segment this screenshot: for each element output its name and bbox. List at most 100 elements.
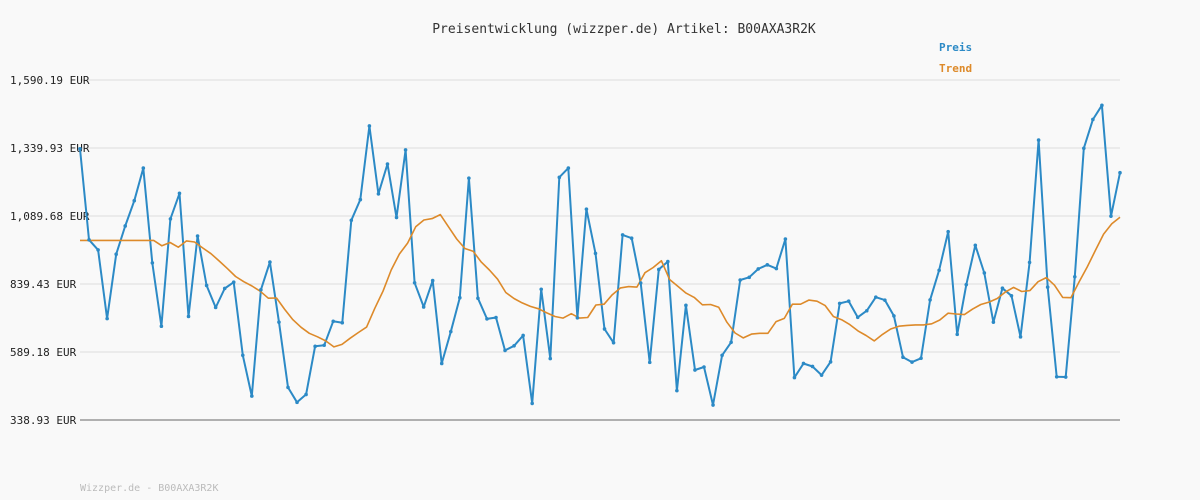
data-point [973, 243, 978, 248]
data-point [250, 394, 254, 398]
data-point [376, 192, 381, 196]
series-points [78, 103, 1122, 407]
data-point [277, 320, 281, 324]
data-point [349, 218, 354, 223]
data-point [792, 375, 797, 380]
y-tick-label: 589.18 EUR [10, 346, 77, 359]
data-point [213, 305, 218, 310]
data-point [322, 343, 326, 348]
data-point [910, 360, 914, 364]
data-point [87, 238, 91, 242]
data-point [602, 327, 607, 331]
data-point [864, 308, 869, 313]
data-point [240, 353, 245, 358]
series-line-trend [80, 213, 1121, 348]
data-point [801, 361, 806, 366]
data-point [268, 260, 272, 264]
data-point [503, 348, 507, 353]
data-point [656, 267, 661, 272]
data-point [331, 319, 336, 324]
data-point [991, 320, 996, 324]
data-point [177, 191, 182, 196]
data-point [114, 252, 118, 257]
data-point [476, 296, 480, 301]
data-point [566, 166, 571, 170]
data-point [675, 388, 679, 393]
data-point [693, 368, 697, 372]
grid-lines [80, 79, 1120, 353]
data-point [892, 314, 896, 318]
data-point [765, 263, 770, 267]
data-point [150, 261, 155, 265]
data-point [421, 305, 426, 309]
data-point [286, 385, 290, 390]
data-point [195, 234, 200, 238]
data-point [485, 317, 489, 321]
data-point [855, 315, 860, 320]
data-point [96, 248, 100, 252]
data-point [819, 373, 824, 377]
data-point [367, 124, 372, 128]
footer-credit: Wizzper.de - B00AXA3R2K [80, 483, 218, 494]
data-point [105, 316, 109, 321]
y-tick-label: 1,089.68 EUR [10, 210, 90, 223]
data-point [521, 333, 525, 338]
data-point [711, 403, 715, 407]
data-point [666, 259, 670, 264]
series-line-preis [79, 104, 1121, 406]
chart-title: Preisentwicklung (wizzper.de) Artikel: B… [432, 22, 816, 37]
y-tick-label: 839.43 EUR [10, 278, 77, 291]
data-point [593, 251, 598, 256]
data-point [783, 237, 788, 241]
data-point [159, 324, 164, 329]
data-point [901, 355, 905, 360]
y-tick-label: 1,339.93 EUR [10, 142, 90, 155]
data-point [1054, 374, 1059, 379]
data-point [458, 295, 462, 300]
data-point [132, 198, 137, 203]
data-point [738, 278, 742, 282]
data-point [141, 166, 146, 170]
data-point [647, 360, 652, 365]
data-point [837, 301, 842, 306]
data-point [304, 392, 308, 397]
legend-item-trend: Trend [939, 62, 972, 75]
data-point [557, 175, 562, 180]
data-point [982, 271, 987, 275]
data-point [955, 332, 960, 337]
data-point [512, 343, 516, 348]
data-point [439, 361, 444, 366]
data-point [448, 329, 453, 334]
data-point [828, 360, 833, 364]
data-point [756, 267, 761, 271]
data-point [1063, 375, 1068, 379]
data-point [702, 365, 706, 369]
data-point [123, 224, 128, 228]
data-point [1000, 286, 1005, 290]
data-point [385, 162, 390, 166]
data-point [928, 298, 932, 302]
data-point [358, 197, 363, 202]
data-point [874, 295, 878, 299]
data-point [1027, 260, 1032, 265]
data-point [729, 340, 733, 345]
y-tick-label: 338.93 EUR [10, 414, 77, 427]
legend-item-preis: Preis [939, 41, 972, 54]
data-point [1009, 294, 1014, 298]
data-point [964, 282, 969, 287]
data-point [1072, 274, 1077, 279]
data-point [774, 266, 779, 271]
data-point [539, 287, 544, 292]
data-point [629, 236, 634, 240]
data-point [403, 148, 408, 152]
data-point [548, 356, 553, 361]
data-point [883, 298, 887, 302]
data-point [204, 283, 209, 288]
data-point [937, 268, 941, 273]
data-point [168, 217, 173, 221]
data-point [620, 233, 625, 237]
data-point [1118, 170, 1122, 175]
data-point [1109, 214, 1113, 218]
data-point [1036, 138, 1041, 142]
